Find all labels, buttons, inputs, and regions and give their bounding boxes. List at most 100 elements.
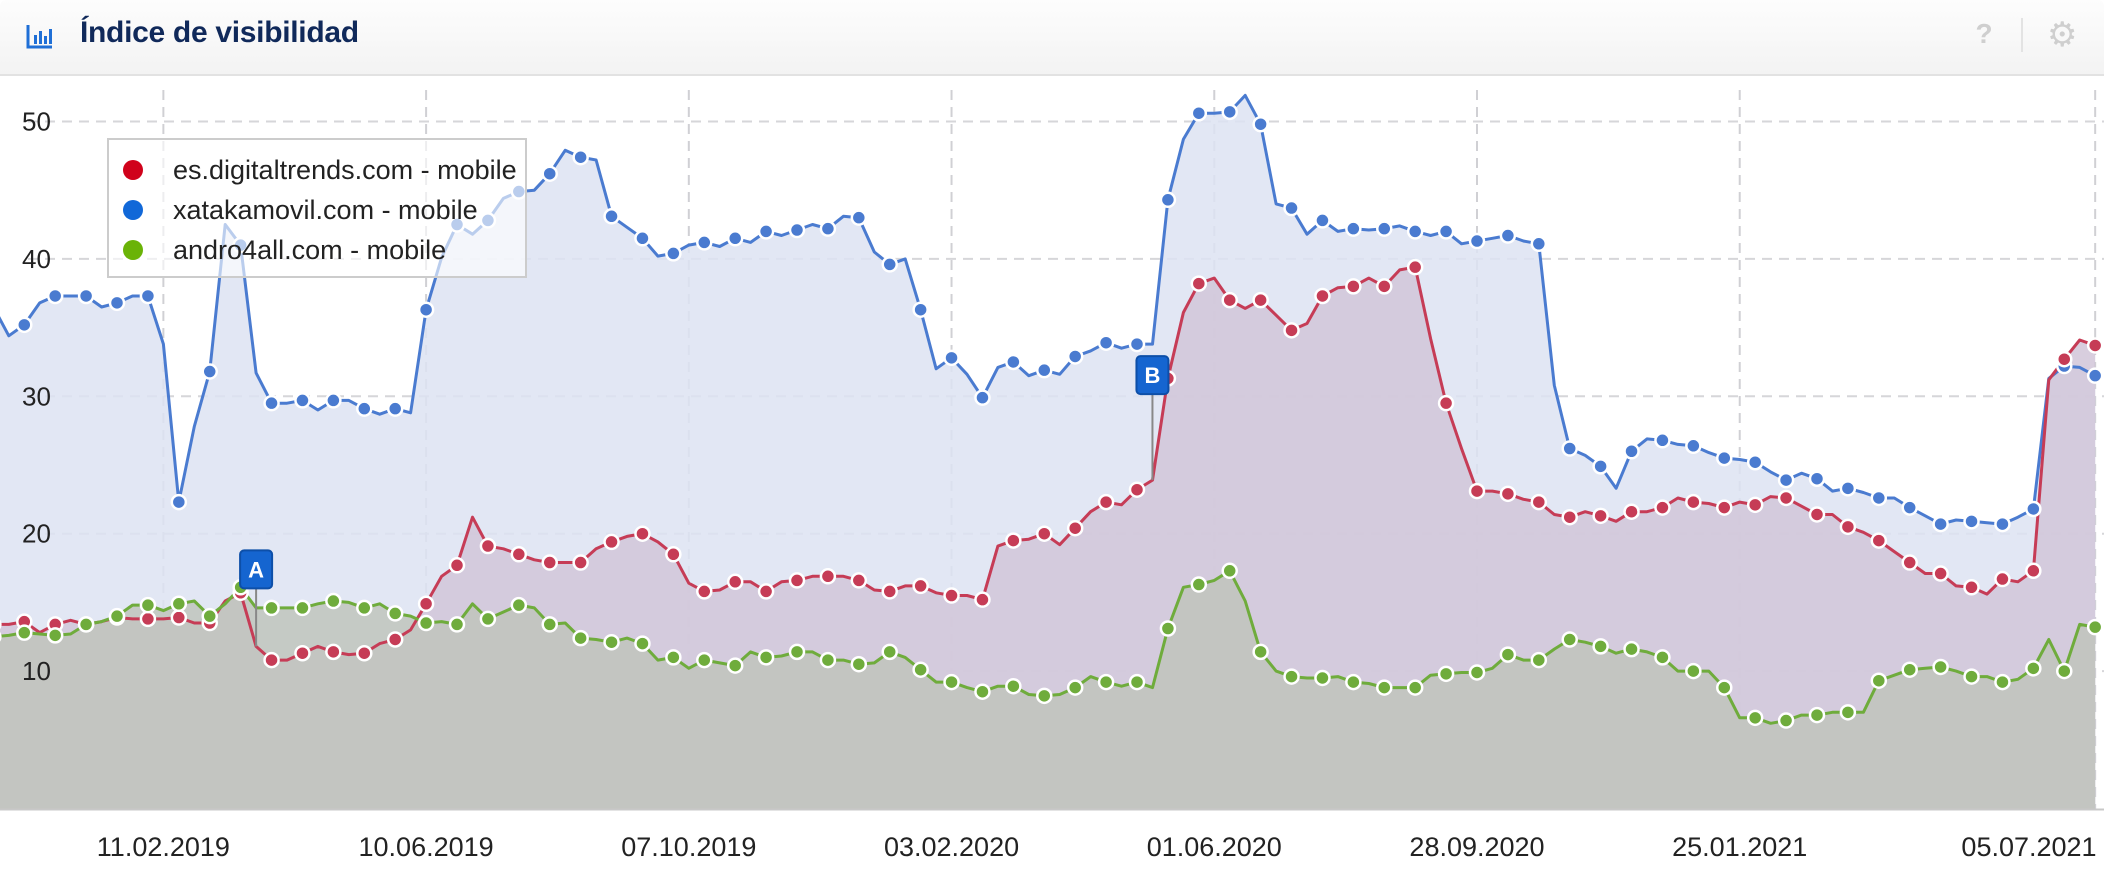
data-point [634,525,651,542]
data-point [1901,554,1918,571]
data-point [46,627,64,644]
data-point [1376,220,1393,237]
data-point [1437,665,1455,683]
x-tick-label: 01.06.2020 [1147,832,1282,862]
data-point [1406,223,1424,240]
data-point [1685,437,1702,455]
data-point [850,572,868,589]
data-point [1561,440,1578,457]
data-point [356,599,373,617]
data-point [139,596,157,614]
data-point [1159,620,1177,637]
data-point [1036,525,1053,542]
data-point [448,557,466,574]
data-point [77,616,95,633]
data-point [1839,518,1857,536]
y-tick-label: 30 [22,381,51,411]
data-point [1561,631,1578,648]
data-point [1808,706,1826,724]
data-point [726,657,744,674]
legend-item-andro4all[interactable]: andro4all.com - mobile [109,230,525,270]
data-point [479,610,497,628]
data-point [263,394,280,412]
data-point [1437,394,1455,412]
data-point [1345,220,1362,237]
data-point [572,554,589,571]
data-point [696,234,713,251]
data-point [417,301,435,318]
data-point [170,609,188,626]
data-point [386,605,404,622]
axis-labels: 10 20 30 40 50 11.02.2019 10.06.2019 07.10.2019… [22,106,2097,862]
data-point [1530,235,1548,253]
data-point [757,583,775,600]
data-point [634,230,651,247]
data-point [788,572,806,589]
data-point [1406,679,1424,696]
data-point [1066,348,1084,365]
data-point [2025,660,2042,677]
data-point [757,223,775,240]
series-points [0,103,2104,729]
annotation-label: A [248,557,264,582]
data-point [1716,449,1733,467]
data-point [974,591,991,608]
data-point [1283,668,1300,685]
data-point [634,635,651,652]
legend-item-digitaltrends[interactable]: es.digitaltrends.com - mobile [109,150,525,190]
data-point [1097,334,1115,351]
data-point [46,287,64,305]
data-point [696,651,713,669]
data-point [757,649,775,666]
data-point [1808,470,1826,487]
legend-label: es.digitaltrends.com - mobile [173,154,517,185]
legend-label: xatakamovil.com - mobile [173,194,478,225]
data-point [1870,489,1888,507]
data-point [386,400,404,417]
legend-label: andro4all.com - mobile [173,234,447,265]
data-point [16,624,33,641]
data-point [1994,673,2011,691]
data-point [819,651,837,669]
data-point [974,389,991,406]
legend-dot-icon [123,160,143,180]
gear-icon[interactable]: ⚙ [2047,16,2078,54]
data-point [263,651,280,669]
data-point [1808,506,1826,523]
data-point [170,595,188,613]
data-point [417,595,435,613]
data-point [881,583,898,600]
data-point [1190,104,1208,122]
data-point [1777,712,1795,729]
data-point [1932,515,1949,533]
data-point [1499,485,1517,503]
data-point [1716,499,1733,516]
data-point [1128,673,1146,691]
data-point [1097,493,1115,511]
data-point [139,287,157,305]
data-point [1746,453,1764,471]
data-point [448,616,466,633]
data-point [1839,480,1857,497]
data-point [139,610,157,628]
data-point [2086,337,2104,354]
data-point [881,256,898,273]
data-point [665,245,682,262]
legend-item-xatakamovil[interactable]: xatakamovil.com - mobile [109,190,525,230]
legend-dot-icon [123,240,143,260]
annotations: AB [239,355,1170,647]
data-point [1036,361,1053,379]
data-point [1190,576,1208,593]
data-point [943,673,960,691]
data-point [1283,199,1300,217]
help-icon[interactable]: ? [1975,18,1993,49]
header-divider [2021,18,2023,52]
data-point [2056,350,2073,368]
data-point [2025,562,2042,580]
data-point [1376,679,1393,696]
data-point [1994,515,2011,533]
data-point [1283,322,1300,339]
data-point [170,493,188,511]
data-point [417,614,435,632]
